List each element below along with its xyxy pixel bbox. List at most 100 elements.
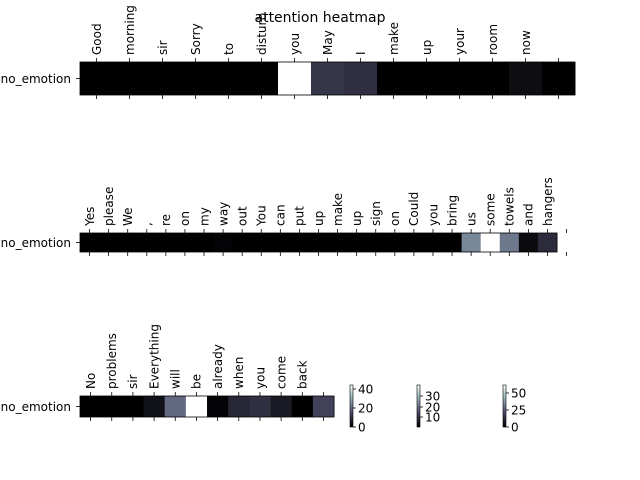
heatmap-cell [80, 396, 102, 417]
colorbar-tick-label: 20 [425, 400, 440, 414]
heatmap-cell [179, 62, 213, 95]
token-label: now [519, 30, 533, 55]
token-label: when [232, 357, 246, 389]
token-label: you [426, 204, 440, 226]
colorbar-1: 0 20 40 [349, 382, 373, 434]
heatmap-panel-3: No problems sir Everything will be already when… [1, 324, 335, 421]
token-label: make [331, 193, 345, 226]
heatmap-cell [137, 233, 157, 252]
token-label: Yes [83, 207, 97, 227]
token-label: You [255, 205, 269, 227]
heatmap-cell [312, 396, 335, 417]
token-label: sign [369, 201, 383, 226]
token-label: some [484, 193, 498, 226]
token-label: please [102, 187, 116, 226]
token-label: us [464, 212, 478, 226]
heatmap-cell [278, 62, 312, 95]
row-label: no_emotion [1, 72, 71, 86]
heatmap-cell [347, 233, 367, 252]
colorbar-tick-label: 25 [511, 403, 526, 417]
heatmap-cell [461, 233, 482, 252]
token-label: put [293, 206, 307, 226]
heatmap-cell [476, 62, 510, 95]
token-label: you [253, 367, 267, 389]
token-label: up [350, 211, 364, 226]
heatmap-cell [423, 233, 443, 252]
heatmap-cell [143, 396, 166, 417]
chart-title: attention heatmap [255, 10, 386, 26]
colorbar-tick-label: 0 [511, 420, 519, 434]
colorbar-3: 0 25 50 [502, 384, 526, 434]
heatmap-cell [101, 396, 123, 417]
token-label: towels [503, 187, 517, 226]
heatmap-cell [175, 233, 195, 252]
heatmap-panel-2: Yes please We, re on my way out You can put up make u… [1, 177, 567, 256]
heatmap-cell [328, 233, 348, 252]
heatmap-cell [410, 62, 444, 95]
heatmap-cell [270, 396, 293, 417]
token-label: sir [126, 374, 140, 389]
heatmap-cell [207, 396, 229, 417]
heatmap-cell [404, 233, 424, 252]
token-label: can [274, 204, 288, 226]
heatmap-cell [146, 62, 180, 95]
heatmap-cell [344, 62, 378, 95]
token-label: out [235, 206, 249, 226]
heatmap-cell [164, 396, 187, 417]
heatmap-cell [80, 62, 114, 95]
heatmap-cell [311, 62, 345, 95]
colorbar-tick-label: 10 [425, 410, 440, 424]
colorbar-gradient [416, 384, 421, 428]
heatmap-cell [251, 233, 272, 252]
token-label: bring [445, 195, 459, 226]
token-label: I [354, 51, 368, 55]
token-label: on [388, 211, 402, 226]
heatmap-cell [480, 233, 501, 252]
token-label: my [197, 207, 211, 226]
heatmap-cell [245, 62, 279, 95]
heatmap-cell [537, 233, 558, 252]
token-label: be [190, 374, 204, 389]
colorbar-tick-label: 30 [425, 389, 440, 403]
token-label: will [169, 369, 183, 389]
heatmap-cell [443, 62, 477, 95]
heatmap-cell [80, 233, 100, 252]
token-label: Everything [147, 324, 161, 389]
heatmap-cell [156, 233, 176, 252]
heatmap-cell [442, 233, 462, 252]
heatmap-cell [122, 396, 144, 417]
heatmap-cell [213, 233, 234, 252]
heatmap-cell [185, 396, 208, 417]
token-label: Sorry [189, 23, 203, 55]
token-label: No [84, 373, 98, 389]
token-label: Good [90, 23, 104, 55]
heatmap-cell [289, 233, 310, 252]
token-label: back [296, 360, 310, 389]
row-label: no_emotion [1, 236, 71, 250]
heatmap-cell [366, 233, 386, 252]
token-label: May [321, 30, 335, 55]
heatmap-cell [385, 233, 405, 252]
colorbar-gradient [349, 384, 354, 428]
heatmap-cell [518, 233, 539, 252]
heatmap-cell [113, 62, 147, 95]
colorbar-tick-label: 50 [511, 386, 526, 400]
row-label: no_emotion [1, 400, 71, 414]
heatmap-cell [542, 62, 576, 95]
heatmap-cell [270, 233, 291, 252]
heatmap-cell [291, 396, 314, 417]
heatmap-cell [118, 233, 138, 252]
token-label: Could [407, 192, 421, 226]
token-label: , [140, 222, 154, 226]
token-label: up [312, 211, 326, 226]
heatmap-cell [99, 233, 119, 252]
token-label: room [486, 24, 500, 55]
token-label: and [522, 203, 536, 226]
token-label: already [211, 344, 225, 389]
colorbar-tick-label: 0 [358, 420, 366, 434]
token-label: re [159, 214, 173, 226]
